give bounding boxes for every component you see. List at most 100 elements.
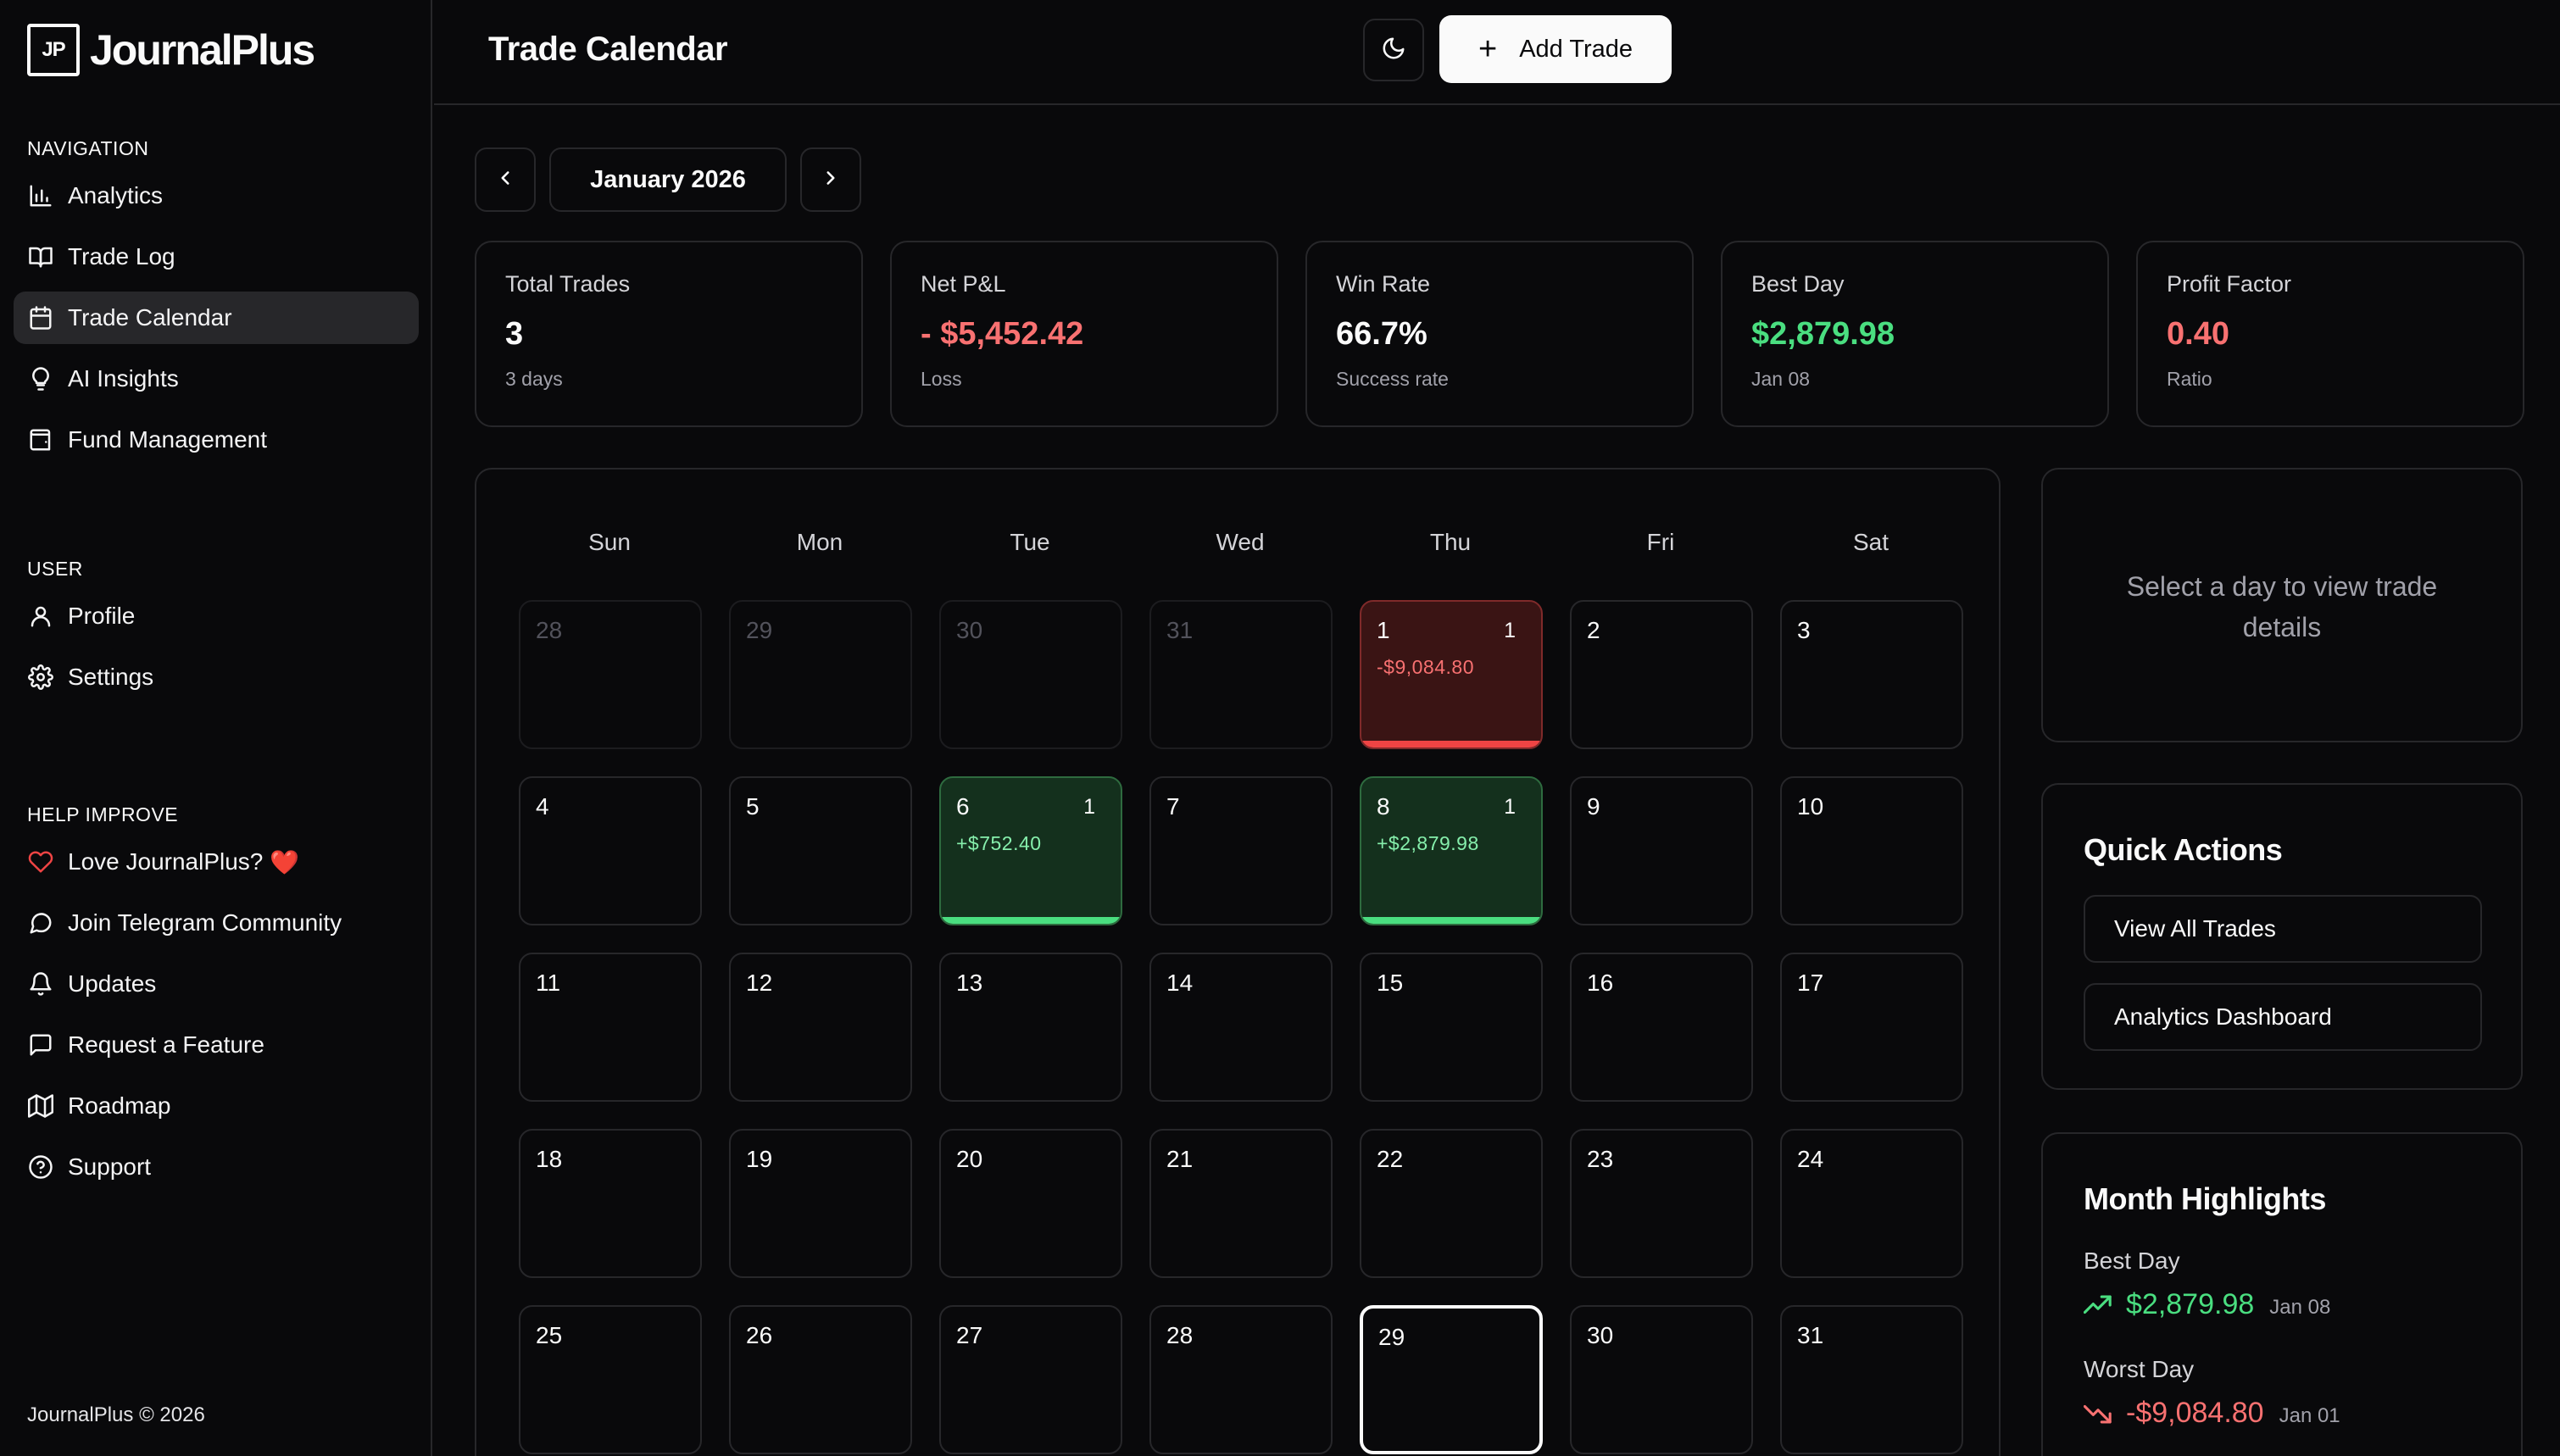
calendar-day[interactable]: 5 (729, 776, 912, 925)
calendar-day[interactable]: 15 (1360, 953, 1543, 1102)
day-number: 23 (1587, 1146, 1614, 1172)
calendar-day[interactable]: 24 (1780, 1129, 1963, 1278)
calendar-day[interactable]: 2 (1570, 600, 1753, 749)
sidebar-item-profile[interactable]: Profile (14, 590, 419, 642)
calendar-day-outside-month[interactable]: 30 (939, 600, 1122, 749)
calendar-day[interactable]: 27 (939, 1305, 1122, 1454)
help-circle-icon (27, 1153, 54, 1181)
day-number: 31 (1166, 617, 1194, 643)
sidebar-item-analytics[interactable]: Analytics (14, 169, 419, 222)
nav-section-navigation: NAVIGATION Analytics Trade Log Trade Calend… (14, 136, 419, 466)
calendar-day[interactable]: 18 (519, 1129, 702, 1278)
heart-emoji-icon: ❤️ (270, 848, 300, 875)
sidebar-item-settings[interactable]: Settings (14, 651, 419, 703)
calendar-day[interactable]: 7 (1149, 776, 1333, 925)
calendar-day[interactable]: 25 (519, 1305, 702, 1454)
view-all-trades-button[interactable]: View All Trades (2084, 895, 2482, 963)
stat-value: 66.7% (1336, 316, 1427, 352)
calendar-day[interactable]: 19 (729, 1129, 912, 1278)
sidebar-item-label: Profile (68, 603, 136, 629)
pnl-indicator-bar (1361, 917, 1541, 924)
stat-label: Total Trades (505, 271, 631, 297)
sidebar-item-trade-log[interactable]: Trade Log (14, 231, 419, 283)
map-icon (27, 1092, 54, 1120)
calendar-day[interactable]: 1 1 -$9,084.80 (1360, 600, 1543, 749)
calendar-day[interactable]: 23 (1570, 1129, 1753, 1278)
calendar-day[interactable]: 29 (1360, 1305, 1543, 1454)
calendar-day[interactable]: 14 (1149, 953, 1333, 1102)
next-month-button[interactable] (800, 147, 861, 212)
nav-heading: USER (27, 558, 83, 580)
sidebar-item-label: Love JournalPlus? (68, 848, 264, 875)
logo-mark: JP (27, 24, 80, 76)
calendar-day[interactable]: 21 (1149, 1129, 1333, 1278)
add-trade-button[interactable]: + Add Trade (1439, 15, 1672, 83)
day-details-panel: Select a day to view trade details (2041, 468, 2523, 742)
calendar-day[interactable]: 11 (519, 953, 702, 1102)
stat-value: 0.40 (2167, 316, 2229, 352)
calendar-day[interactable]: 28 (1149, 1305, 1333, 1454)
calendar-day[interactable]: 6 1 +$752.40 (939, 776, 1122, 925)
day-number: 1 (1377, 617, 1390, 643)
calendar-day[interactable]: 3 (1780, 600, 1963, 749)
calendar-day-outside-month[interactable]: 29 (729, 600, 912, 749)
calendar-day[interactable]: 16 (1570, 953, 1753, 1102)
day-number: 20 (956, 1146, 983, 1172)
day-pnl: +$752.40 (956, 832, 1042, 854)
day-number: 15 (1377, 970, 1404, 996)
calendar-day[interactable]: 22 (1360, 1129, 1543, 1278)
calendar-day-outside-month[interactable]: 31 (1149, 600, 1333, 749)
prev-month-button[interactable] (475, 147, 536, 212)
calendar-day[interactable]: 20 (939, 1129, 1122, 1278)
sidebar-item-ai-insights[interactable]: AI Insights (14, 353, 419, 405)
best-day-amount: $2,879.98 (2126, 1288, 2255, 1320)
calendar-day[interactable]: 8 1 +$2,879.98 (1360, 776, 1543, 925)
calendar-day-outside-month[interactable]: 28 (519, 600, 702, 749)
trade-count: 1 (1504, 619, 1516, 642)
sidebar-item-support[interactable]: Support (14, 1141, 419, 1193)
sidebar-item-updates[interactable]: Updates (14, 958, 419, 1010)
calendar-day[interactable]: 17 (1780, 953, 1963, 1102)
logo[interactable]: JP JournalPlus (27, 24, 315, 76)
day-pnl: -$9,084.80 (1377, 656, 1474, 678)
sidebar-item-label: Request a Feature (68, 1031, 264, 1058)
day-number: 8 (1377, 793, 1390, 820)
calendar-day[interactable]: 10 (1780, 776, 1963, 925)
day-number: 4 (536, 793, 549, 820)
calendar-day[interactable]: 9 (1570, 776, 1753, 925)
day-number: 27 (956, 1322, 983, 1348)
sidebar-item-trade-calendar[interactable]: Trade Calendar (14, 292, 419, 344)
sidebar-item-join-telegram-community[interactable]: Join Telegram Community (14, 897, 419, 949)
day-number: 30 (1587, 1322, 1614, 1348)
calendar-day[interactable]: 12 (729, 953, 912, 1102)
calendar-day[interactable]: 31 (1780, 1305, 1963, 1454)
day-number: 3 (1797, 617, 1811, 643)
day-number: 28 (536, 617, 563, 643)
trending-up-icon (2084, 1295, 2112, 1314)
stat-subtext: Jan 08 (1751, 368, 1811, 390)
sidebar: JP JournalPlus NAVIGATION Analytics Trade … (0, 0, 432, 1456)
month-label[interactable]: January 2026 (549, 147, 787, 212)
theme-toggle-button[interactable] (1363, 19, 1424, 81)
day-number: 16 (1587, 970, 1614, 996)
sidebar-item-fund-management[interactable]: Fund Management (14, 414, 419, 466)
sidebar-item-roadmap[interactable]: Roadmap (14, 1080, 419, 1132)
bell-icon (27, 970, 54, 998)
calendar-day[interactable]: 4 (519, 776, 702, 925)
calendar-day[interactable]: 13 (939, 953, 1122, 1102)
sidebar-item-label: Join Telegram Community (68, 909, 342, 936)
sidebar-item-love-journalplus[interactable]: Love JournalPlus? ❤️ (14, 836, 419, 888)
pnl-indicator-bar (1361, 741, 1541, 747)
sidebar-item-request-a-feature[interactable]: Request a Feature (14, 1019, 419, 1071)
worst-day-row: -$9,084.80 Jan 01 (2084, 1397, 2340, 1430)
month-highlights-title: Month Highlights (2084, 1181, 2326, 1216)
heart-icon (27, 848, 54, 875)
calendar-day[interactable]: 26 (729, 1305, 912, 1454)
trending-down-icon (2084, 1404, 2112, 1423)
weekday-header: Mon (796, 529, 843, 555)
sidebar-item-label: Support (68, 1153, 152, 1180)
stat-label: Best Day (1751, 271, 1845, 297)
analytics-dashboard-button[interactable]: Analytics Dashboard (2084, 983, 2482, 1051)
calendar-day[interactable]: 30 (1570, 1305, 1753, 1454)
